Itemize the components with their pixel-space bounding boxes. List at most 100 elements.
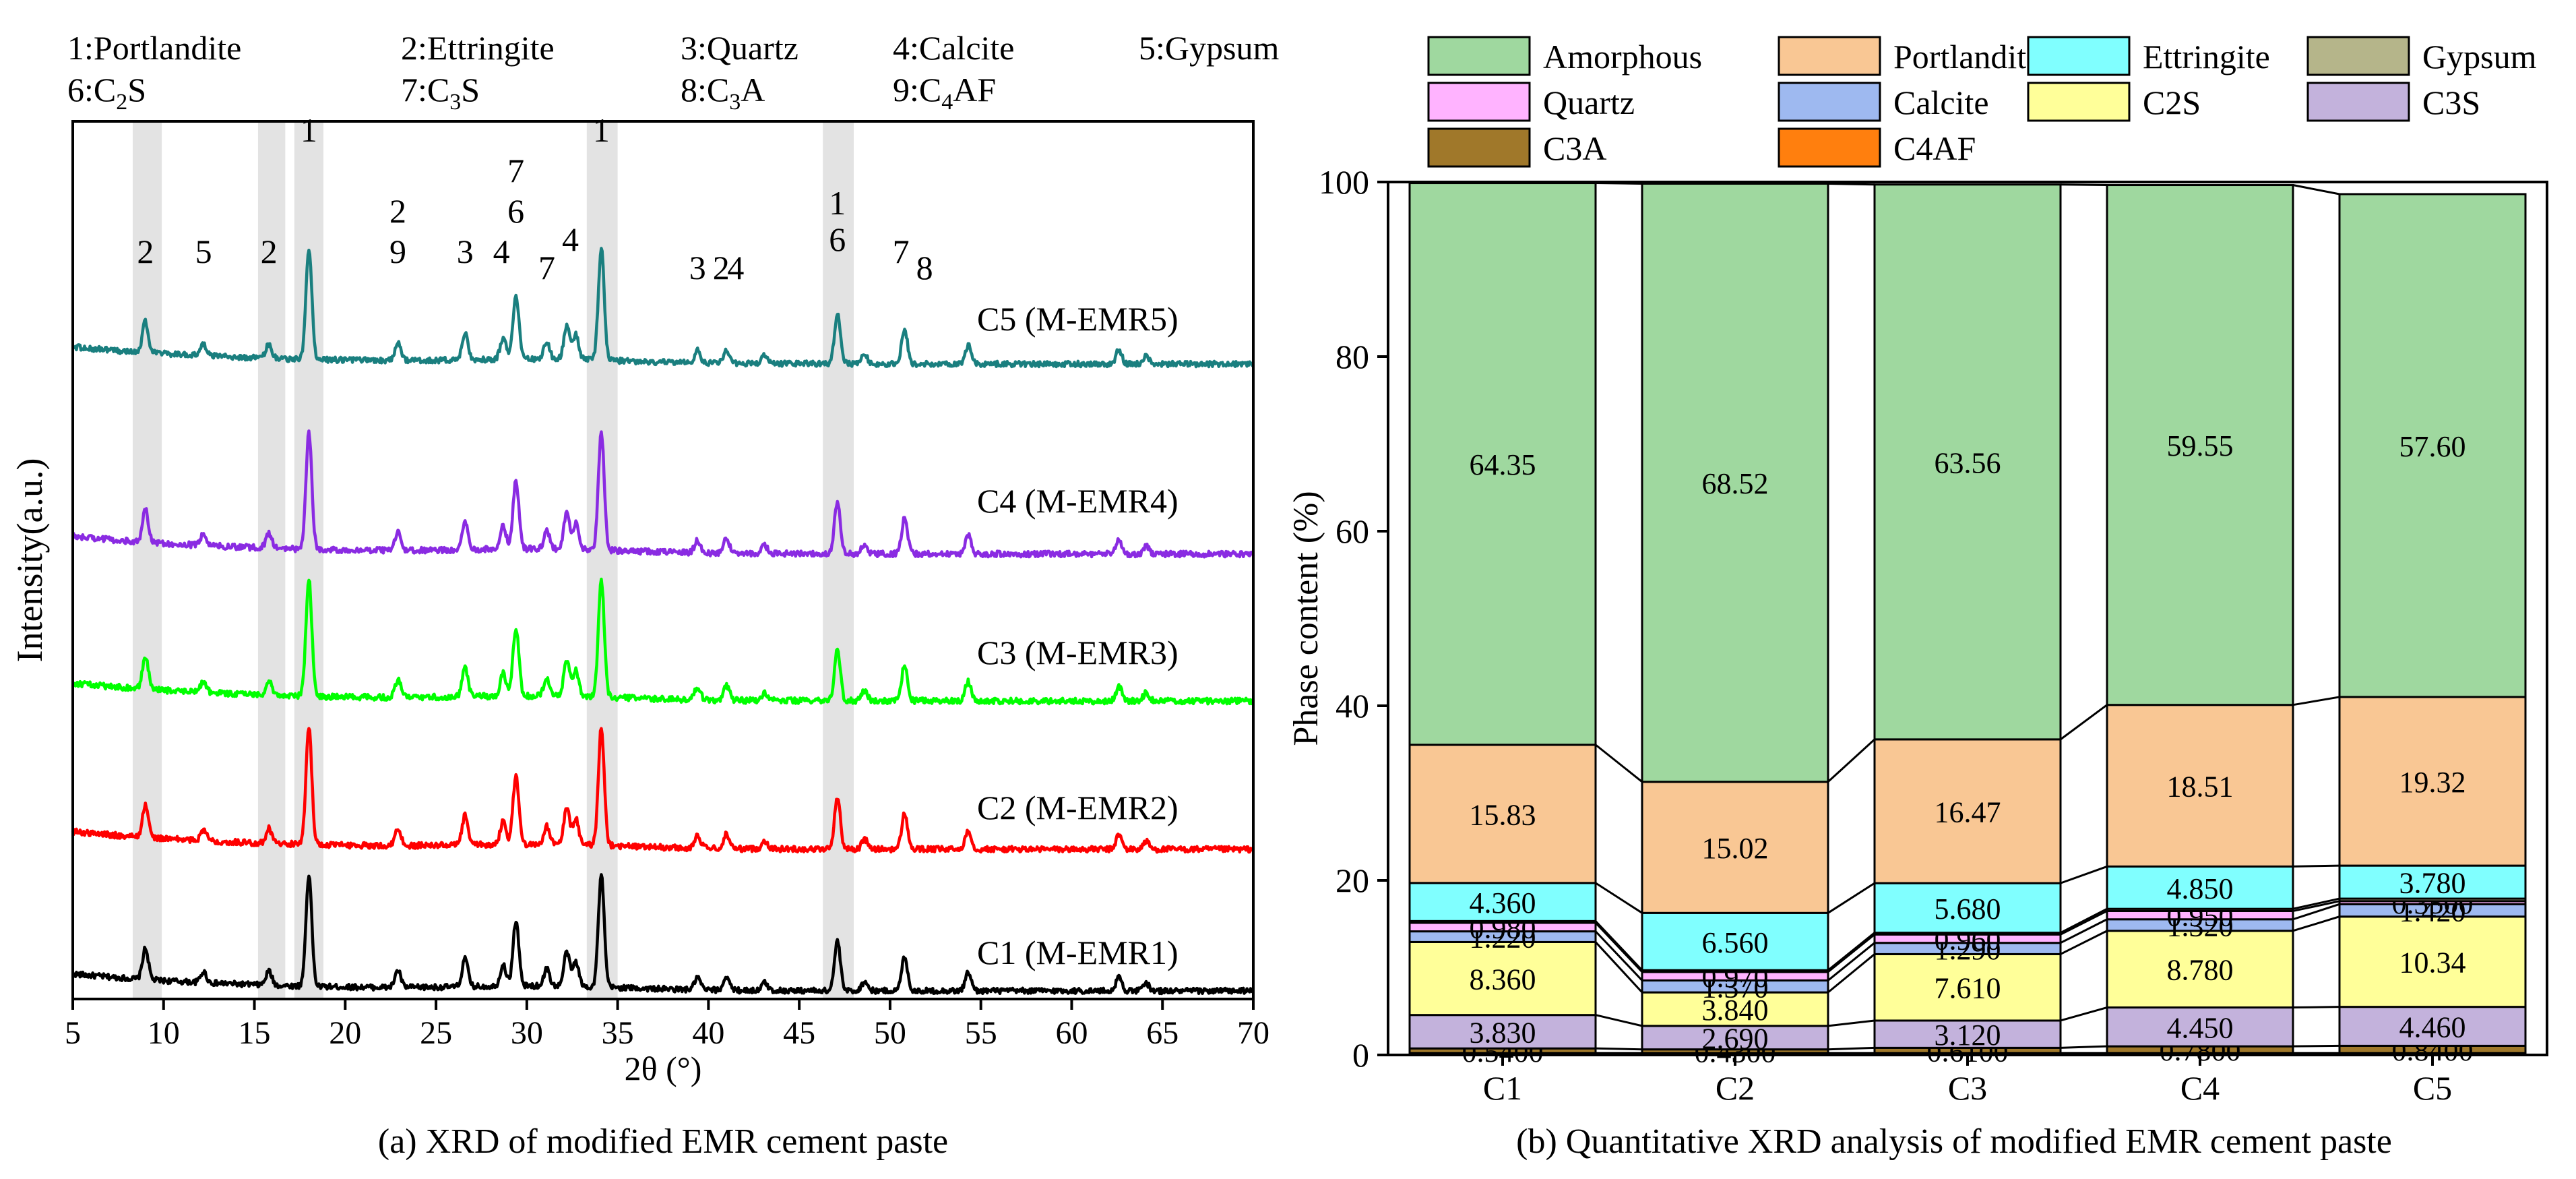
y-axis-label: Phase content (%) — [1287, 491, 1325, 746]
bar-connector — [1594, 921, 1643, 973]
bar-connector — [2060, 910, 2108, 936]
x-tick-label: C1 — [1483, 1069, 1522, 1107]
highlight-band — [257, 121, 286, 999]
bar-connector — [2292, 900, 2340, 912]
bar-connector — [1595, 882, 1643, 914]
y-axis-label: Intensity(a.u.) — [9, 458, 50, 663]
phase-content-panel: Amorphous Portlandite Ettringite Gypsum Quar… — [1287, 36, 2548, 1161]
x-tick-label: 25 — [420, 1015, 452, 1051]
phase-legend-entry: 4:Calcite — [893, 29, 1015, 67]
series-label: C5 (M-EMR5) — [977, 300, 1179, 338]
bar-connector — [2292, 915, 2340, 932]
segment-value-label: 4.460 — [2399, 1011, 2466, 1044]
x-tick-label: C5 — [2413, 1069, 2452, 1107]
bar-segment — [1641, 991, 1829, 1027]
segment-value-label: 16.47 — [1935, 796, 2001, 829]
peak-label: 6 — [507, 192, 524, 230]
peak-label: 2 — [389, 192, 406, 230]
peak-label: 9 — [389, 233, 406, 270]
segment-value-label: 63.56 — [1935, 446, 2001, 479]
bar-connector — [1595, 1014, 1643, 1027]
bar-connector — [1827, 953, 1875, 994]
xrd-curve — [71, 873, 1255, 996]
peak-label: 2 — [713, 249, 730, 286]
bar-segment — [1641, 911, 1829, 971]
bar-connector — [2292, 1006, 2340, 1009]
peak-label: 6 — [829, 220, 846, 258]
bar-segment — [2106, 930, 2294, 1009]
segment-value-label: 3.120 — [1935, 1019, 2001, 1052]
bar-connector — [1595, 1047, 1643, 1051]
peak-label: 3 — [457, 233, 474, 270]
x-tick-label: 70 — [1237, 1015, 1269, 1051]
legend-swatch — [2027, 82, 2131, 122]
segment-value-label: 2.690 — [1702, 1022, 1769, 1055]
y-tick-label: 100 — [1319, 163, 1369, 201]
bar-segment — [1408, 940, 1597, 1017]
legend-swatch — [1778, 82, 1881, 122]
phase-legend-entry: 5:Gypsum — [1139, 29, 1279, 67]
peak-label: 4 — [727, 249, 744, 286]
bar-segment — [2338, 864, 2527, 900]
phase-legend-entry: 3:Quartz — [681, 29, 798, 67]
y-tick-label: 60 — [1336, 512, 1369, 550]
peak-label: 3 — [689, 249, 706, 286]
segment-value-label: 15.83 — [1470, 798, 1536, 831]
bar-segment — [1408, 1014, 1597, 1050]
bar-connector — [2292, 184, 2340, 195]
phase-legend-entry: 2:Ettringite — [401, 29, 555, 67]
segment-value-label: 5.680 — [1935, 893, 2001, 926]
x-tick-label: 35 — [602, 1015, 634, 1051]
segment-value-label: 18.51 — [2167, 770, 2234, 804]
bar-connector — [2060, 865, 2108, 884]
bar-connector — [2060, 1006, 2108, 1022]
plot-frame — [71, 120, 1255, 1000]
bar-connector — [1595, 744, 1643, 783]
peak-label: 1 — [593, 111, 610, 149]
legend-swatch — [2306, 82, 2410, 122]
segment-value-label: 4.850 — [2167, 872, 2234, 905]
legend-label: Amorphous — [1543, 38, 1702, 75]
segment-value-label: 57.60 — [2399, 430, 2466, 463]
segment-value-label: 4.450 — [2167, 1011, 2234, 1044]
x-tick-label: 30 — [511, 1015, 543, 1051]
peak-label: 4 — [562, 220, 579, 258]
bar-segment — [1873, 183, 2062, 741]
bar-connector — [2060, 930, 2108, 955]
x-tick-label: 40 — [692, 1015, 724, 1051]
phase-legend-entry: 1:Portlandite — [67, 29, 241, 67]
segment-value-label: 3.840 — [1702, 994, 1769, 1027]
legend-label: C3S — [2422, 84, 2480, 121]
x-tick-label: 50 — [874, 1015, 906, 1051]
segment-value-label: 4.360 — [1470, 886, 1536, 919]
x-tick-label: 20 — [329, 1015, 361, 1051]
legend-swatch — [1778, 36, 1881, 76]
bar-connector — [1827, 934, 1875, 973]
peak-label: 4 — [493, 233, 510, 270]
y-tick-label: 80 — [1336, 338, 1369, 375]
bar-connector — [1827, 738, 1876, 783]
peak-label: 2 — [261, 233, 278, 270]
xrd-curve — [72, 577, 1255, 706]
bar-segment — [2338, 193, 2527, 698]
x-tick-label: C4 — [2180, 1069, 2220, 1107]
series-label: C3 (M-EMR3) — [977, 634, 1179, 671]
bar-connector — [2060, 907, 2108, 934]
legend-label: Quartz — [1543, 84, 1635, 121]
x-tick-label: 15 — [239, 1015, 271, 1051]
bar-segment — [1873, 1019, 2062, 1049]
panel-caption: (b) Quantitative XRD analysis of modifie… — [1516, 1122, 2392, 1161]
segment-value-label: 19.32 — [2399, 766, 2466, 799]
segment-value-label: 10.34 — [2399, 946, 2466, 979]
xrd-curve — [71, 727, 1255, 854]
legend-label: Gypsum — [2422, 38, 2537, 75]
y-tick-label: 40 — [1336, 687, 1369, 725]
segment-value-label: 6.560 — [1702, 926, 1769, 959]
xrd-panel: 1:Portlandite 2:Ettringite 3:Quartz 4:Calci… — [9, 29, 1279, 1161]
bar-connector — [1594, 920, 1643, 971]
legend-swatch — [1427, 82, 1531, 122]
bar-connector — [1827, 182, 1875, 186]
bar-connector — [1827, 882, 1875, 914]
peak-label: 7 — [893, 233, 910, 270]
segment-value-label: 68.52 — [1702, 467, 1769, 500]
